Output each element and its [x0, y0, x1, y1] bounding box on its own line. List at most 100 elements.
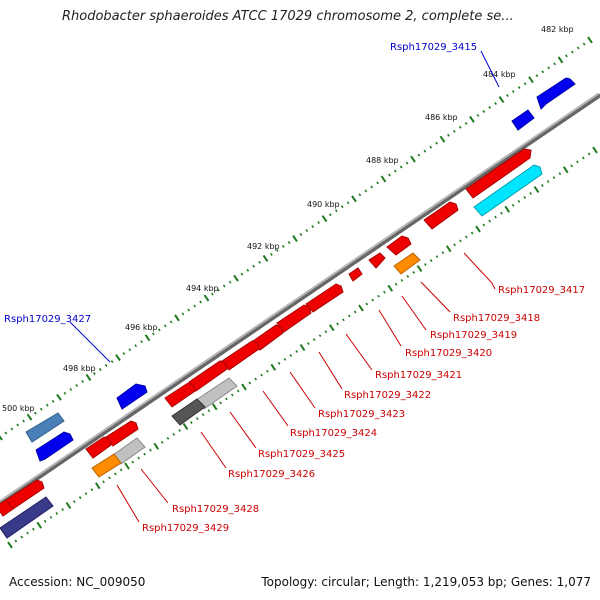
gene-reverse[interactable] — [276, 304, 312, 333]
gene-reverse[interactable] — [0, 496, 54, 539]
gene-reverse[interactable] — [423, 201, 459, 230]
tick-mark — [289, 353, 293, 357]
tick-mark — [20, 535, 24, 539]
gene-label-rsph17029-3424[interactable]: Rsph17029_3424 — [290, 428, 377, 439]
tick-mark — [576, 160, 579, 164]
tick-mark — [241, 383, 247, 391]
gene-forward[interactable] — [116, 383, 148, 410]
tick-mark — [365, 302, 369, 306]
scale-label: 500 kbp — [2, 404, 35, 413]
tick-mark — [394, 282, 398, 286]
gene-reverse[interactable] — [393, 252, 421, 275]
tick-mark — [324, 330, 328, 334]
tick-mark — [400, 278, 404, 282]
tick-mark — [565, 54, 568, 58]
tick-mark — [81, 379, 84, 383]
scale-label: 482 kbp — [541, 25, 574, 34]
tick-mark — [475, 225, 481, 233]
tick-mark — [464, 235, 468, 239]
tick-mark — [504, 205, 511, 213]
tick-mark — [405, 161, 409, 165]
gene-reverse[interactable] — [368, 252, 386, 269]
gene-label-rsph17029-3421[interactable]: Rsph17029_3421 — [375, 370, 462, 381]
gene-reverse[interactable] — [305, 283, 344, 313]
gene-reverse[interactable] — [386, 235, 412, 256]
gene-label-rsph17029-3427[interactable]: Rsph17029_3427 — [4, 314, 91, 325]
gene-label-rsph17029-3422[interactable]: Rsph17029_3422 — [344, 390, 431, 401]
tick-mark — [108, 476, 111, 480]
gene-label-rsph17029-3420[interactable]: Rsph17029_3420 — [405, 348, 492, 359]
tick-mark — [441, 251, 445, 255]
gene-label-rsph17029-3429[interactable]: Rsph17029_3429 — [142, 523, 229, 534]
gene-label-rsph17029-3425[interactable]: Rsph17029_3425 — [258, 449, 345, 460]
gene-reverse[interactable] — [164, 382, 196, 408]
gene-reverse[interactable] — [348, 267, 363, 282]
tick-mark — [275, 248, 279, 252]
tick-mark — [340, 205, 344, 209]
tick-mark — [470, 231, 474, 235]
tick-mark — [429, 145, 433, 149]
gene-label-rsph17029-3423[interactable]: Rsph17029_3423 — [318, 409, 405, 420]
tick-mark — [318, 334, 322, 338]
tick-mark — [287, 241, 291, 244]
gene-reverse[interactable] — [171, 398, 206, 426]
tick-mark — [299, 233, 303, 236]
gene-reverse[interactable] — [473, 164, 543, 217]
gene-forward[interactable] — [536, 77, 576, 110]
tick-mark — [201, 413, 205, 417]
tick-mark — [417, 153, 421, 157]
tick-mark — [393, 169, 397, 173]
gene-label-rsph17029-3419[interactable]: Rsph17029_3419 — [430, 330, 517, 341]
gene-reverse[interactable] — [91, 453, 122, 478]
gene-reverse[interactable] — [465, 148, 532, 199]
tick-mark — [169, 320, 173, 324]
tick-mark — [137, 456, 141, 460]
gene-label-rsph17029-3418[interactable]: Rsph17029_3418 — [453, 313, 540, 324]
tick-mark — [380, 175, 387, 183]
tick-mark — [236, 389, 240, 393]
tick-mark — [469, 115, 475, 123]
gene-label-rsph17029-3415[interactable]: Rsph17029_3415 — [390, 42, 477, 53]
tick-mark — [228, 280, 232, 284]
tick-mark — [435, 255, 439, 259]
tick-mark — [529, 192, 532, 195]
tick-mark — [124, 462, 130, 470]
tick-mark — [424, 263, 427, 266]
gene-label-rsph17029-3428[interactable]: Rsph17029_3428 — [172, 504, 259, 515]
tick-mark — [115, 354, 121, 362]
scale-label: 494 kbp — [186, 284, 219, 293]
tick-mark — [476, 113, 480, 117]
tick-mark — [219, 401, 222, 405]
gene-forward[interactable] — [25, 412, 65, 443]
tick-mark — [260, 373, 263, 377]
scale-label: 490 kbp — [307, 200, 340, 209]
gene-reverse[interactable] — [0, 499, 14, 517]
tick-mark — [134, 344, 138, 348]
tick-mark — [26, 413, 33, 421]
tick-mark — [90, 488, 94, 492]
tick-mark — [233, 274, 239, 282]
tick-mark — [587, 36, 593, 44]
gene-forward[interactable] — [35, 431, 74, 462]
gene-reverse[interactable] — [221, 340, 260, 371]
tick-mark — [552, 176, 556, 180]
tick-mark — [523, 195, 527, 199]
tick-mark — [283, 357, 287, 361]
gene-reverse[interactable] — [105, 420, 139, 447]
tick-mark — [32, 527, 35, 531]
tick-mark — [399, 165, 403, 169]
gene-forward[interactable] — [511, 109, 535, 131]
tick-mark — [358, 304, 364, 312]
tick-mark — [216, 288, 220, 292]
gene-reverse[interactable] — [85, 436, 112, 459]
tick-mark — [321, 215, 328, 223]
gene-label-rsph17029-3417[interactable]: Rsph17029_3417 — [498, 285, 585, 296]
tick-mark — [113, 472, 117, 476]
tick-mark — [336, 322, 339, 326]
gene-label-rsph17029-3426[interactable]: Rsph17029_3426 — [228, 469, 315, 480]
tick-mark — [410, 155, 416, 163]
tick-mark — [312, 338, 316, 342]
tick-mark — [500, 211, 503, 215]
tick-mark — [346, 201, 350, 205]
tick-mark — [149, 448, 152, 452]
